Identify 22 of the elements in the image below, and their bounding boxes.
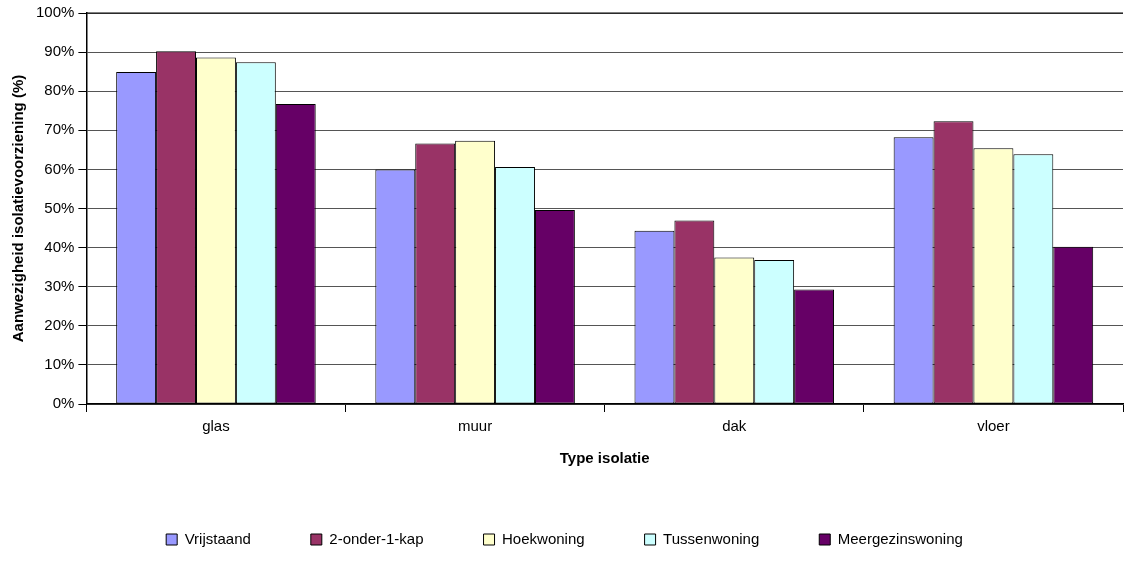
y-tick-label: 70%	[44, 120, 75, 138]
x-tick-label: glas	[202, 417, 230, 435]
y-tick-label: 0%	[52, 394, 75, 412]
legend-label: Meergezinswoning	[837, 529, 963, 547]
x-tick-label: vloer	[977, 417, 1010, 435]
legend-label: Vrijstaand	[184, 529, 251, 547]
y-tick-label: 30%	[44, 276, 75, 294]
x-axis-title: Type isolatie	[559, 449, 650, 467]
y-tick-label: 10%	[44, 355, 75, 373]
legend-label: Hoekwoning	[502, 529, 585, 547]
y-tick-label: 20%	[44, 315, 75, 333]
legend-label: Tussenwoning	[663, 529, 760, 547]
y-tick-label: 90%	[44, 42, 75, 60]
y-tick-label: 60%	[44, 159, 75, 177]
y-tick-label: 50%	[44, 198, 75, 216]
y-tick-label: 100%	[35, 3, 75, 21]
y-axis-title: Aanwezigheid isolatievoorziening (%)	[9, 74, 27, 343]
x-tick-label: dak	[722, 417, 747, 435]
y-tick-label: 80%	[44, 81, 75, 99]
y-tick-label: 40%	[44, 237, 75, 255]
legend-label: 2-onder-1-kap	[329, 529, 424, 547]
x-tick-label: muur	[458, 417, 493, 435]
